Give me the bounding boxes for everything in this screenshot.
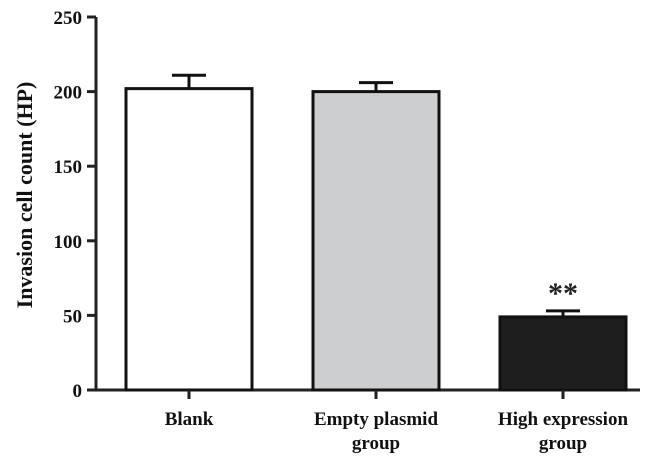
y-axis-title: Invasion cell count (HP) — [12, 82, 37, 309]
bar — [124, 87, 254, 392]
y-tick-label: 50 — [63, 306, 82, 327]
category-label: Blank — [165, 409, 214, 430]
bar — [498, 315, 628, 392]
category-label: High expression group — [498, 409, 628, 454]
y-axis-ticks: 0 50 100 150 200 250 — [54, 8, 96, 402]
category-label: Empty plasmid group — [314, 409, 438, 454]
y-tick-label: 250 — [54, 8, 83, 29]
bar — [311, 90, 441, 392]
category-labels: Blank Empty plasmid group High expression gr… — [165, 409, 629, 454]
y-tick-label: 200 — [54, 83, 83, 104]
y-tick-label: 100 — [54, 232, 83, 253]
annotations: ** — [548, 277, 578, 310]
bars — [124, 73, 628, 399]
significance-marker: ** — [548, 277, 578, 310]
y-tick-label: 0 — [73, 381, 83, 402]
y-tick-label: 150 — [54, 157, 83, 178]
